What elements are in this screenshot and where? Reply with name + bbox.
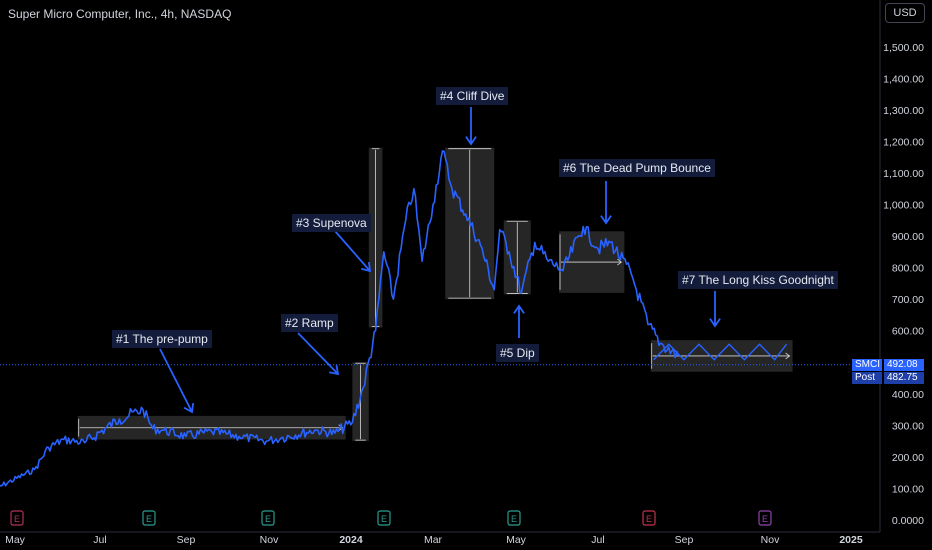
- post-price-tag: 482.75: [884, 372, 924, 384]
- annotation-arrowhead: [183, 402, 195, 414]
- x-tick-label: Nov: [761, 534, 780, 546]
- annotation-arrow: [334, 230, 371, 272]
- earnings-icon: E: [642, 510, 656, 526]
- annotation-dip[interactable]: #5 Dip: [496, 344, 539, 362]
- x-tick-label: 2024: [339, 534, 363, 546]
- y-tick-label: 800.00: [892, 263, 924, 275]
- earnings-icon-frame: [261, 510, 275, 526]
- earnings-icon-label: E: [381, 514, 387, 524]
- earnings-icon-frame: [507, 510, 521, 526]
- annotation-arrowhead: [361, 261, 372, 273]
- measure-arrowhead: [785, 352, 791, 360]
- earnings-icon: E: [758, 510, 772, 526]
- annotation-arrowhead: [328, 364, 340, 376]
- earnings-icon-frame: [10, 510, 24, 526]
- y-tick-label: 900.00: [892, 231, 924, 243]
- y-tick-label: 200.00: [892, 452, 924, 464]
- symbol-tag: SMCI: [852, 359, 882, 371]
- earnings-icon-label: E: [762, 514, 768, 524]
- earnings-icon-label: E: [511, 514, 517, 524]
- earnings-icon: E: [261, 510, 275, 526]
- x-tick-label: Mar: [424, 534, 443, 546]
- x-tick-label: Sep: [177, 534, 196, 546]
- annotation-long-kiss-goodnight[interactable]: #7 The Long Kiss Goodnight: [678, 271, 838, 289]
- earnings-icon-frame: [142, 510, 156, 526]
- annotation-arrow: [159, 348, 193, 413]
- earnings-icon-frame: [758, 510, 772, 526]
- y-tick-label: 1,300.00: [883, 105, 924, 117]
- earnings-icon: E: [10, 510, 24, 526]
- y-tick-label: 300.00: [892, 420, 924, 432]
- post-tag: Post: [852, 372, 882, 384]
- earnings-icon-label: E: [265, 514, 271, 524]
- y-tick-label: 1,500.00: [883, 42, 924, 54]
- earnings-icon-frame: [377, 510, 391, 526]
- annotation-cliff-dive[interactable]: #4 Cliff Dive: [436, 87, 509, 105]
- earnings-icon: E: [377, 510, 391, 526]
- x-tick-label: May: [506, 534, 527, 546]
- annotation-supernova[interactable]: #3 Supenova: [292, 214, 371, 232]
- y-tick-label: 0.0000: [892, 515, 924, 527]
- earnings-icon-label: E: [146, 514, 152, 524]
- earnings-icon-label: E: [646, 514, 652, 524]
- x-tick-label: Jul: [93, 534, 106, 546]
- y-tick-label: 1,200.00: [883, 136, 924, 148]
- annotation-arrowhead: [513, 304, 525, 314]
- earnings-icon-frame: [642, 510, 656, 526]
- y-tick-label: 700.00: [892, 294, 924, 306]
- chart-title: Super Micro Computer, Inc., 4h, NASDAQ: [8, 7, 232, 21]
- y-tick-label: 100.00: [892, 483, 924, 495]
- earnings-icon-label: E: [14, 514, 20, 524]
- currency-button[interactable]: USD: [885, 3, 925, 23]
- y-tick-label: 1,100.00: [883, 168, 924, 180]
- x-tick-label: Jul: [591, 534, 604, 546]
- measure-arrowhead: [617, 258, 623, 266]
- time-axis: May Jul Sep Nov 2024 Mar May Jul Sep Nov 2025: [5, 534, 863, 546]
- range-boxes: [77, 147, 793, 442]
- y-tick-label: 600.00: [892, 326, 924, 338]
- projection-zigzag: [653, 343, 788, 361]
- annotation-arrows: [159, 107, 721, 414]
- y-tick-label: 1,400.00: [883, 73, 924, 85]
- price-series-line: [0, 150, 680, 487]
- annotation-arrowhead: [600, 215, 612, 225]
- annotation-dead-pump-bounce[interactable]: #6 The Dead Pump Bounce: [559, 159, 715, 177]
- earnings-icon: E: [507, 510, 521, 526]
- x-tick-label: May: [5, 534, 26, 546]
- x-tick-label: Nov: [260, 534, 279, 546]
- annotation-arrowhead: [465, 136, 477, 146]
- y-tick-label: 400.00: [892, 389, 924, 401]
- last-price-tag: 492.08: [884, 359, 924, 371]
- annotation-arrow: [297, 332, 339, 375]
- y-tick-label: 1,000.00: [883, 200, 924, 212]
- x-tick-label: 2025: [839, 534, 863, 546]
- annotation-pre-pump[interactable]: #1 The pre-pump: [112, 330, 212, 348]
- x-tick-label: Sep: [675, 534, 694, 546]
- earnings-icon: E: [142, 510, 156, 526]
- annotation-arrowhead: [709, 318, 721, 328]
- annotation-ramp[interactable]: #2 Ramp: [281, 314, 338, 332]
